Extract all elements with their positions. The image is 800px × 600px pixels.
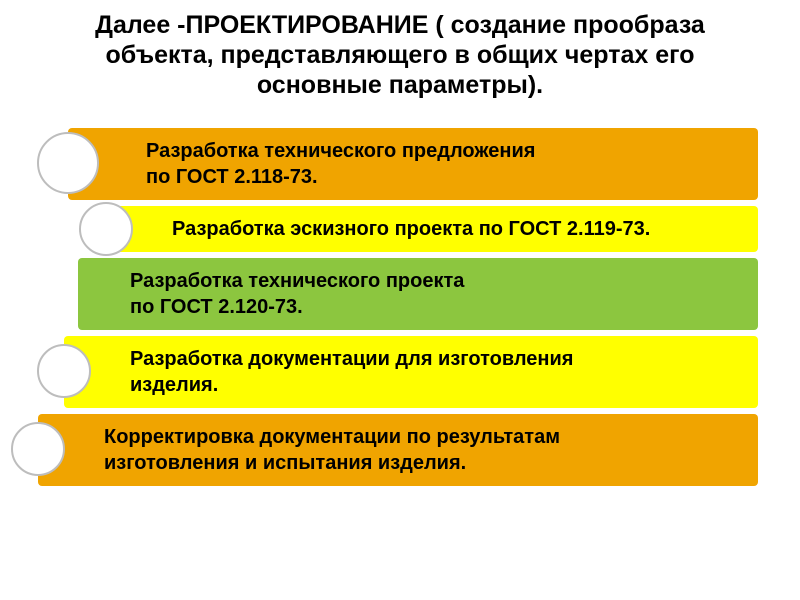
item-text-line: изделия. [130, 372, 744, 398]
item-text-line: по ГОСТ 2.118-73. [146, 164, 744, 190]
list-item: Разработка технического проектапо ГОСТ 2… [38, 258, 758, 330]
process-list: Разработка технического предложенияпо ГО… [38, 128, 758, 492]
item-text-line: изготовления и испытания изделия. [104, 450, 744, 476]
item-text-line: Разработка технического проекта [130, 268, 744, 294]
step-circle-icon [37, 344, 91, 398]
item-bar: Корректировка документации по результата… [38, 414, 758, 486]
item-text-line: по ГОСТ 2.120-73. [130, 294, 744, 320]
slide: Далее -ПРОЕКТИРОВАНИЕ ( создание прообра… [0, 0, 800, 600]
item-bar: Разработка эскизного проекта по ГОСТ 2.1… [106, 206, 758, 252]
item-text-line: Разработка технического предложения [146, 138, 744, 164]
list-item: Разработка документации для изготовления… [38, 336, 758, 408]
slide-title: Далее -ПРОЕКТИРОВАНИЕ ( создание прообра… [40, 10, 760, 100]
list-item: Корректировка документации по результата… [38, 414, 758, 486]
item-bar: Разработка документации для изготовления… [64, 336, 758, 408]
step-circle-icon [11, 422, 65, 476]
item-text-line: Разработка документации для изготовления [130, 346, 744, 372]
item-bar: Разработка технического предложенияпо ГО… [68, 128, 758, 200]
item-bar: Разработка технического проектапо ГОСТ 2… [78, 258, 758, 330]
step-circle-icon [37, 132, 99, 194]
item-text-line: Корректировка документации по результата… [104, 424, 744, 450]
item-text-line: Разработка эскизного проекта по ГОСТ 2.1… [172, 216, 744, 242]
list-item: Разработка эскизного проекта по ГОСТ 2.1… [38, 206, 758, 252]
list-item: Разработка технического предложенияпо ГО… [38, 128, 758, 200]
step-circle-icon [79, 202, 133, 256]
